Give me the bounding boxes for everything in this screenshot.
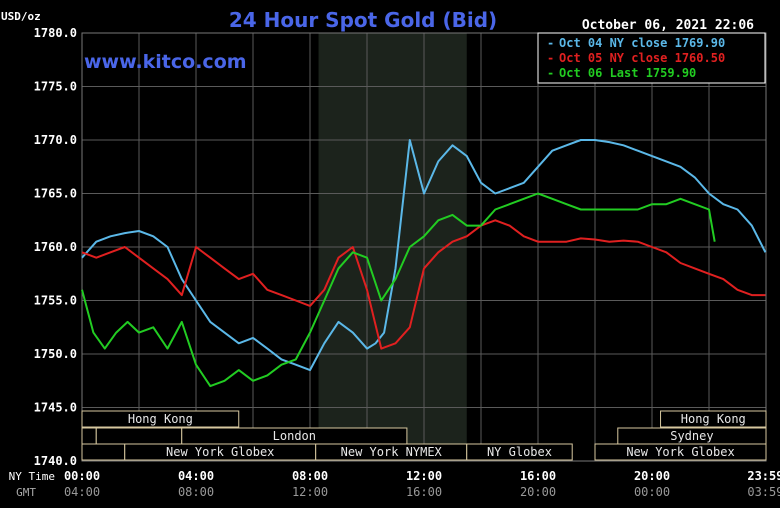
x-tick-label-gmt: 12:00	[292, 485, 328, 499]
session-bar	[594, 443, 767, 461]
session-label: Sydney	[670, 429, 713, 443]
chart-title: 24 Hour Spot Gold (Bid)	[229, 8, 497, 32]
series-line-oct05	[81, 219, 766, 350]
x-tick-label-ny: 12:00	[406, 469, 442, 483]
x-tick-label-gmt: 08:00	[178, 485, 214, 499]
x-tick-label-ny: 16:00	[520, 469, 556, 483]
y-tick-label: 1780.0	[34, 26, 77, 40]
x-tick-label-ny: 04:00	[178, 469, 214, 483]
session-bar	[660, 410, 767, 428]
y-tick-label: 1745.0	[34, 401, 77, 415]
plot-border	[81, 32, 767, 462]
y-tick-label: 1775.0	[34, 80, 77, 94]
session-label: New York Globex	[166, 445, 274, 459]
y-tick-label: 1760.0	[34, 240, 77, 254]
x-tick-label-gmt: 20:00	[520, 485, 556, 499]
y-tick-label: 1765.0	[34, 187, 77, 201]
session-label: Hong Kong	[681, 412, 746, 426]
market-sessions: Hong Kong Hong Kong London Sydney New York G…	[81, 410, 767, 461]
y-axis-label: USD/oz	[1, 10, 41, 23]
price-series	[81, 139, 767, 388]
x-axis-label-gmt: GMT	[16, 486, 36, 499]
legend: - Oct 04 NY close 1769.90 - Oct 05 NY cl…	[537, 32, 766, 84]
timestamp: October 06, 2021 22:06	[582, 18, 754, 33]
legend-label-oct05: Oct 05 NY close 1760.50	[559, 51, 725, 65]
session-label: London	[273, 429, 316, 443]
axes: 1780.0 1775.0 1770.0 1765.0 1760.0 1755.0 1750…	[34, 26, 780, 499]
series-line-oct04	[81, 139, 767, 372]
x-tick-label-gmt: 04:00	[64, 485, 100, 499]
legend-label-oct06: Oct 06 Last 1759.90	[559, 66, 696, 80]
session-bar	[81, 410, 240, 428]
x-tick-label-ny: 20:00	[634, 469, 670, 483]
legend-marker-oct06: -	[547, 66, 554, 80]
legend-item-oct04: - Oct 04 NY close 1769.90	[547, 36, 725, 50]
x-tick-label-ny: 08:00	[292, 469, 328, 483]
legend-box	[537, 32, 766, 84]
series-line-oct06	[81, 192, 716, 388]
x-tick-label-gmt: 00:00	[634, 485, 670, 499]
session-label: NY Globex	[487, 445, 552, 459]
session-bar	[81, 443, 126, 461]
session-bar	[466, 443, 573, 461]
session-bar	[95, 427, 183, 445]
session-bar	[81, 427, 97, 445]
y-tick-label: 1770.0	[34, 133, 77, 147]
legend-item-oct06: - Oct 06 Last 1759.90	[547, 66, 696, 80]
y-tick-label: 1740.0	[34, 454, 77, 468]
legend-marker-oct04: -	[547, 36, 554, 50]
x-tick-label-ny: 23:59	[747, 469, 780, 483]
legend-item-oct05: - Oct 05 NY close 1760.50	[547, 51, 725, 65]
y-tick-label: 1750.0	[34, 347, 77, 361]
x-tick-label-ny: 00:00	[64, 469, 100, 483]
y-tick-label: 1755.0	[34, 294, 77, 308]
x-tick-label-gmt: 03:59	[747, 485, 780, 499]
legend-label-oct04: Oct 04 NY close 1769.90	[559, 36, 725, 50]
watermark: www.kitco.com	[84, 51, 247, 73]
legend-marker-oct05: -	[547, 51, 554, 65]
x-tick-label-gmt: 16:00	[406, 485, 442, 499]
session-label: New York NYMEX	[341, 445, 443, 459]
x-axis-label-ny: NY Time	[9, 470, 55, 483]
session-label: New York Globex	[626, 445, 734, 459]
session-label: Hong Kong	[128, 412, 193, 426]
